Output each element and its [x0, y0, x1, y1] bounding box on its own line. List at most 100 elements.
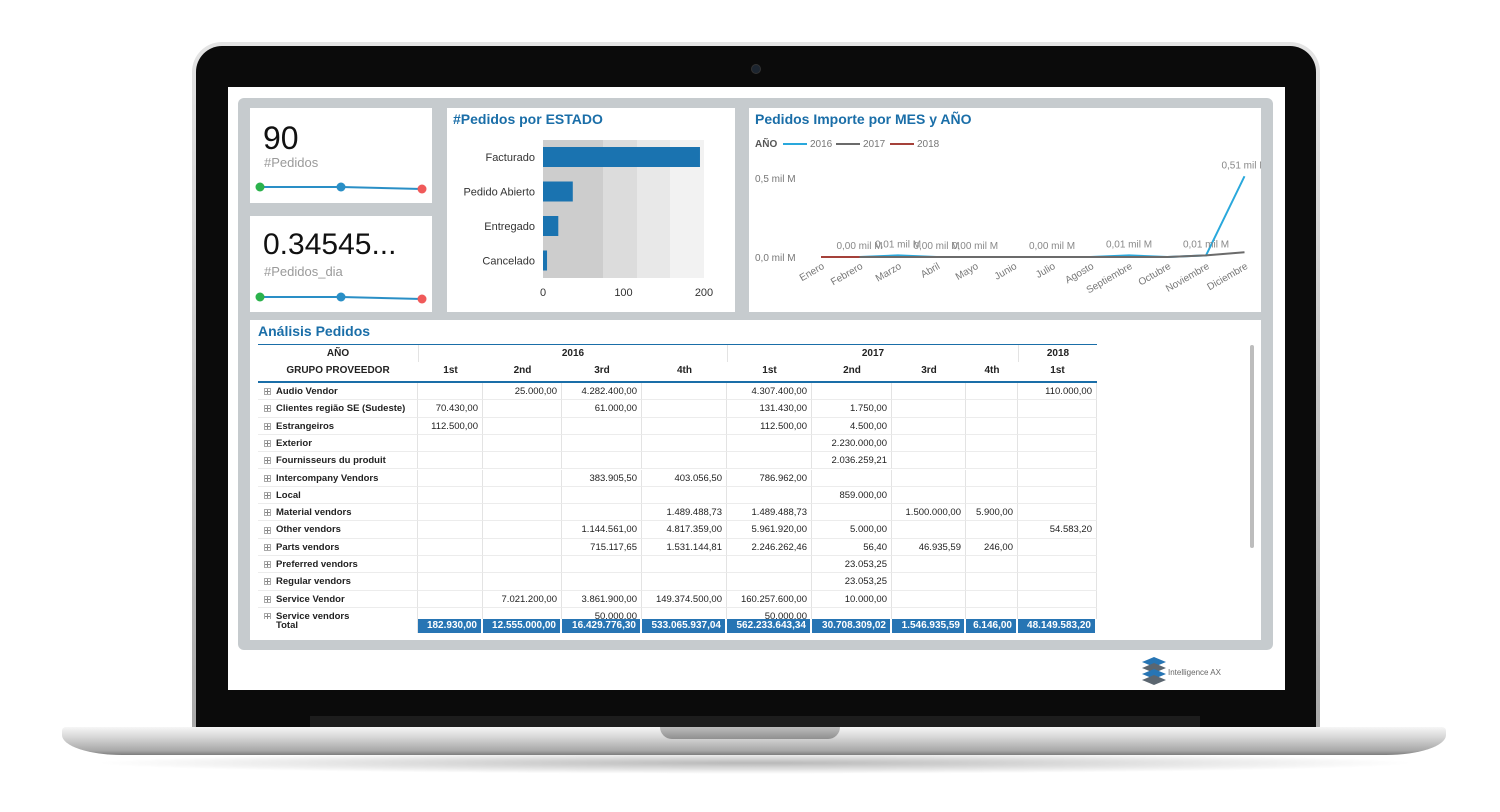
total-cell: 6.146,00 — [966, 619, 1018, 633]
kpi-label: #Pedidos — [264, 155, 319, 170]
empty-cell — [642, 452, 727, 470]
rule — [258, 344, 1097, 345]
empty-cell — [1018, 590, 1097, 608]
table-title: Análisis Pedidos — [258, 323, 371, 339]
empty-cell — [966, 400, 1018, 418]
empty-cell — [562, 573, 642, 591]
line-card: Pedidos Importe por MES y AÑO AÑO 2016 20… — [749, 108, 1268, 312]
expand-button[interactable] — [264, 595, 271, 603]
camera — [751, 64, 761, 74]
empty-cell — [483, 469, 562, 487]
empty-cell — [562, 434, 642, 453]
empty-cell — [483, 573, 562, 591]
table-cell: 4.307.400,00 — [727, 383, 812, 401]
empty-cell — [418, 538, 483, 556]
empty-cell — [418, 469, 483, 487]
empty-cell — [1018, 538, 1097, 556]
expand-button[interactable] — [264, 561, 271, 569]
brand-name: Intelligence AX — [1168, 668, 1222, 677]
x-tick-label: Julio — [1034, 261, 1058, 281]
x-tick-label: Marzo — [874, 261, 904, 285]
row-header: Service Vendor — [258, 590, 418, 608]
expand-button[interactable] — [264, 457, 271, 465]
line-chart: Pedidos Importe por MES y AÑO AÑO 2016 20… — [755, 110, 1268, 296]
expand-button[interactable] — [264, 526, 271, 534]
rule — [258, 381, 1097, 383]
x-tick-label: Noviembre — [1164, 261, 1212, 295]
empty-cell — [418, 590, 483, 608]
expand-button[interactable] — [264, 509, 271, 517]
empty-cell — [1018, 556, 1097, 574]
expand-button[interactable] — [264, 474, 271, 482]
table-cell: 1.531.144,81 — [642, 538, 727, 556]
expand-button[interactable] — [264, 543, 271, 551]
empty-cell — [642, 486, 727, 505]
expand-button[interactable] — [264, 405, 271, 413]
table-cell: 23.053,25 — [812, 556, 892, 574]
empty-cell — [892, 486, 966, 505]
scrollbar[interactable] — [1250, 345, 1254, 548]
empty-cell — [642, 607, 727, 619]
data-label: 0,01 mil M — [1183, 239, 1229, 250]
table-cell: 403.056,50 — [642, 469, 727, 487]
expand-button[interactable] — [264, 613, 271, 619]
quarter-header: 1st — [1050, 365, 1065, 376]
empty-cell — [642, 556, 727, 574]
table-cell: 5.900,00 — [966, 504, 1018, 522]
expand-button[interactable] — [264, 422, 271, 430]
empty-cell — [966, 469, 1018, 487]
expand-button[interactable] — [264, 491, 271, 499]
logo-shape — [1142, 657, 1166, 667]
empty-cell — [892, 607, 966, 619]
kpi-label: #Pedidos_dia — [264, 264, 343, 279]
row-header: Regular vendors — [258, 573, 418, 591]
table-cell: 131.430,00 — [727, 400, 812, 418]
row-header: Audio Vendor — [258, 383, 418, 401]
expand-button[interactable] — [264, 578, 271, 586]
empty-cell — [562, 504, 642, 522]
empty-cell — [966, 486, 1018, 505]
empty-cell — [892, 521, 966, 539]
chart-title: #Pedidos por ESTADO — [453, 111, 603, 127]
empty-cell — [892, 400, 966, 418]
bar-chart: #Pedidos por ESTADO Facturado Pedido Abie… — [453, 111, 713, 299]
empty-cell — [642, 400, 727, 418]
data-label: 0,01 mil M — [1106, 239, 1152, 250]
series-line — [821, 251, 1245, 258]
table-cell: 160.257.600,00 — [727, 590, 812, 608]
y-tick-label: Cancelado — [482, 256, 535, 268]
empty-cell — [483, 504, 562, 522]
laptop-shadow — [90, 752, 1420, 774]
expand-button[interactable] — [264, 440, 271, 448]
table-cell: 50.000,00 — [562, 607, 642, 619]
empty-cell — [483, 452, 562, 470]
logo-shape — [1142, 675, 1166, 685]
empty-cell — [642, 417, 727, 435]
x-tick-label: 200 — [695, 287, 713, 299]
table-cell: 54.583,20 — [1018, 521, 1097, 539]
empty-cell — [483, 400, 562, 418]
empty-cell — [562, 486, 642, 505]
empty-cell — [1018, 400, 1097, 418]
x-tick-label: Mayo — [954, 261, 981, 283]
table-body: Audio Vendor 25.000,00 4.282.400,00 4.307.4… — [250, 383, 1250, 619]
empty-cell — [483, 538, 562, 556]
table-cell: 4.282.400,00 — [562, 383, 642, 401]
row-header: Local — [258, 486, 418, 505]
table-cell: 1.489.488,73 — [642, 504, 727, 522]
bar — [543, 216, 559, 236]
empty-cell — [562, 452, 642, 470]
total-cell: 16.429.776,30 — [562, 619, 642, 633]
row-header: Estrangeiros — [258, 417, 418, 435]
year-header: 2016 — [418, 345, 727, 362]
table-cell: 1.144.561,00 — [562, 521, 642, 539]
table-cell: 61.000,00 — [562, 400, 642, 418]
table-cell: 112.500,00 — [418, 417, 483, 435]
x-tick-label: 0 — [540, 287, 546, 299]
bar — [543, 250, 548, 271]
expand-button[interactable] — [264, 388, 271, 396]
total-label: Total — [258, 619, 418, 633]
empty-cell — [418, 383, 483, 401]
kpi-card: 90 #Pedidos — [250, 108, 432, 203]
